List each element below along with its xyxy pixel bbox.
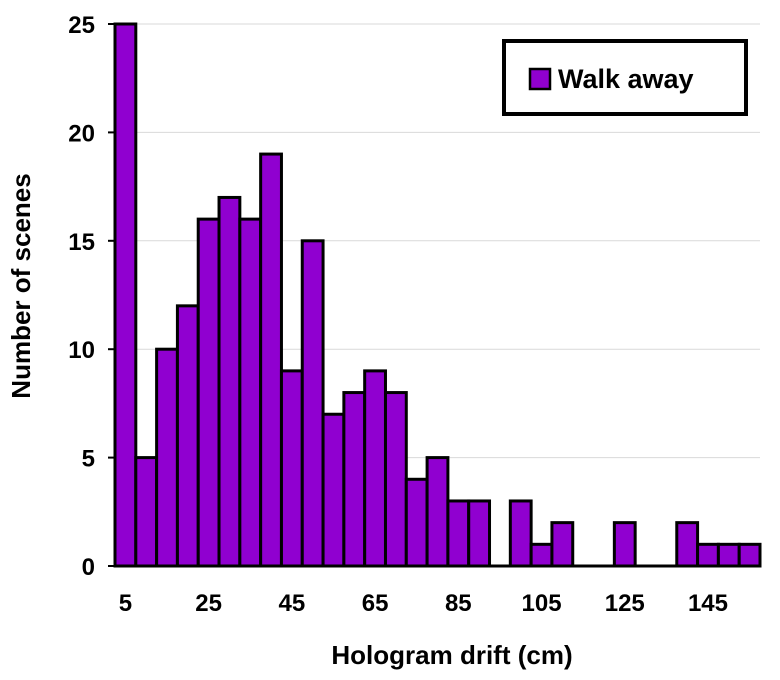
- bar: [321, 412, 346, 568]
- bar: [363, 369, 387, 568]
- x-tick-labels: 5 25 45 65 85 105 125 145: [119, 590, 728, 617]
- bar: [550, 521, 575, 568]
- axes: [108, 23, 760, 568]
- bar: [696, 542, 720, 568]
- legend-label: Walk away: [558, 64, 694, 94]
- bar: [446, 499, 471, 568]
- y-tick-labels: 0 5 10 15 20 25: [68, 12, 95, 581]
- x-tick-label: 65: [362, 590, 389, 617]
- bar: [113, 22, 138, 568]
- bar: [217, 195, 242, 568]
- x-tick-label: 45: [279, 590, 306, 617]
- x-tick-label: 125: [605, 590, 645, 617]
- bar: [425, 456, 450, 568]
- x-tick-label: 105: [522, 590, 562, 617]
- bar: [737, 542, 762, 568]
- x-axis-title: Hologram drift (cm): [331, 640, 572, 670]
- x-tick-label: 25: [195, 590, 222, 617]
- x-tick-label: 85: [445, 590, 472, 617]
- bar: [238, 217, 263, 568]
- bar: [612, 521, 637, 568]
- bar: [675, 521, 700, 568]
- bar: [716, 542, 741, 568]
- y-axis-title: Number of scenes: [6, 173, 36, 398]
- bar: [155, 347, 179, 568]
- bar: [196, 217, 221, 568]
- bar: [508, 499, 533, 568]
- y-tick-label: 25: [68, 12, 95, 39]
- bar: [134, 456, 159, 568]
- y-tick-label: 15: [68, 229, 95, 256]
- bar: [383, 391, 408, 568]
- bar: [342, 391, 367, 568]
- y-tick-label: 10: [68, 337, 95, 364]
- y-tick-label: 0: [82, 554, 95, 581]
- bar: [279, 369, 304, 568]
- bar: [467, 499, 492, 568]
- bar: [259, 152, 283, 568]
- y-tick-label: 20: [68, 120, 95, 147]
- bar: [404, 477, 429, 568]
- bar: [529, 542, 554, 568]
- legend: Walk away: [502, 39, 748, 116]
- x-tick-label: 5: [119, 590, 132, 617]
- bar: [175, 304, 200, 568]
- x-tick-label: 145: [688, 590, 728, 617]
- y-tick-label: 5: [82, 446, 95, 473]
- legend-swatch: [528, 67, 552, 91]
- bar: [300, 239, 325, 568]
